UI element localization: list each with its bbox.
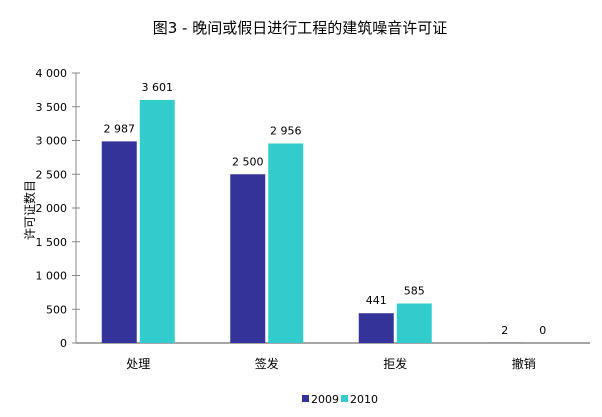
y-tick-label: 3 500 (36, 101, 68, 114)
data-label: 2 987 (104, 122, 136, 135)
y-tick-label: 0 (60, 337, 67, 350)
data-label: 2 956 (270, 124, 302, 137)
bar-2010 (268, 143, 304, 343)
y-tick-label: 2 500 (36, 168, 68, 181)
legend-swatch-2009 (302, 395, 309, 402)
bar-2009 (230, 174, 266, 343)
bar-2010 (139, 99, 175, 344)
x-tick-label: 撤销 (512, 356, 536, 371)
y-tick-label: 1 500 (36, 236, 68, 249)
chart-title: 图3 - 晚间或假日进行工程的建筑噪音许可证 (153, 19, 448, 37)
bar-2010 (396, 303, 432, 343)
y-axis-label: 许可证数目 (22, 180, 37, 240)
data-label: 2 500 (232, 155, 264, 168)
data-label: 2 (501, 324, 508, 337)
bar-2009 (358, 313, 394, 343)
y-tick-label: 3 000 (36, 135, 68, 148)
data-label: 0 (539, 324, 546, 337)
y-tick-label: 500 (46, 303, 67, 316)
x-tick-label: 签发 (255, 356, 279, 371)
data-label: 3 601 (142, 81, 174, 94)
data-label: 585 (404, 285, 425, 298)
bar-2009 (101, 141, 137, 343)
x-tick-label: 处理 (126, 357, 150, 371)
data-label: 441 (366, 294, 387, 307)
y-tick-label: 4 000 (36, 67, 68, 80)
legend-label: 2009 (311, 393, 339, 406)
legend-swatch-2010 (341, 395, 348, 402)
x-tick-label: 拒发 (383, 356, 407, 371)
y-tick-label: 1 000 (36, 270, 68, 283)
y-tick-label: 2 000 (36, 202, 68, 215)
legend-label: 2010 (350, 393, 378, 406)
